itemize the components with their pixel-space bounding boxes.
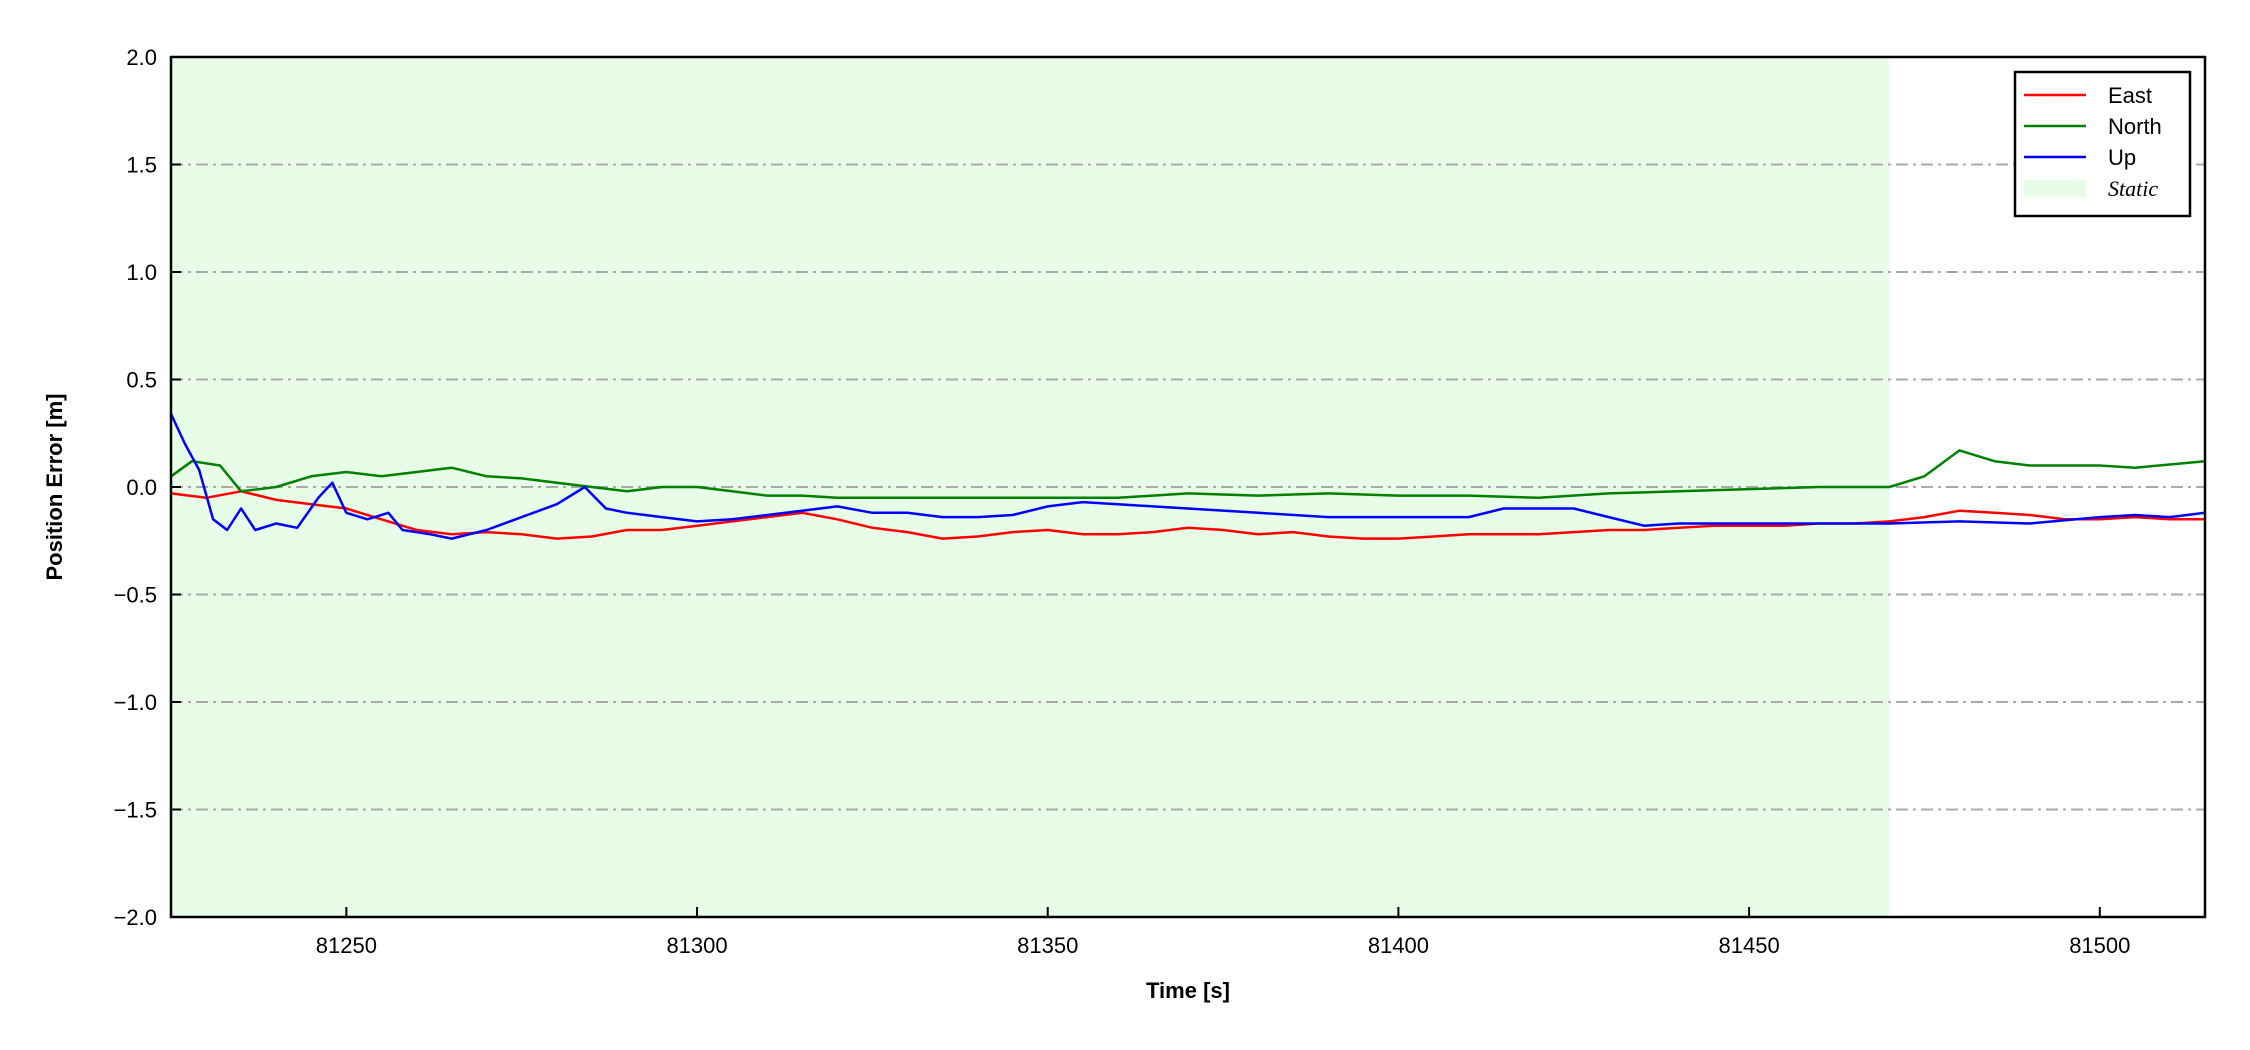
x-tick-label: 81400 [1368,933,1429,958]
legend-static-label: Static [2108,176,2158,201]
legend-east-label: East [2108,83,2152,108]
y-tick-label: −2.0 [114,905,157,930]
y-tick-label: 1.5 [126,153,157,178]
y-tick-label: −1.0 [114,690,157,715]
series-up-line [169,413,2206,540]
y-tick-label: −0.5 [114,583,157,608]
series-lines [169,413,2206,540]
legend-static-patch [2024,180,2086,197]
y-tick-label: 2.0 [126,45,157,70]
y-axis-label: Position Error [m] [42,393,67,580]
legend-north-label: North [2108,114,2162,139]
x-tick-label: 81250 [316,933,377,958]
x-tick-label: 81450 [1719,933,1780,958]
y-tick-label: 0.5 [126,368,157,393]
y-tick-label: 0.0 [126,475,157,500]
x-tick-label: 81500 [2069,933,2130,958]
legend-up-label: Up [2108,145,2136,170]
x-axis-label: Time [s] [1146,978,1230,1003]
series-north-line [170,449,2206,500]
y-tick-label: 1.0 [126,260,157,285]
y-tick-label: −1.5 [114,798,157,823]
ticks: 2.0 1.5 1.0 0.5 0.0 −0.5 −1.0 −1.5 −2.0 81250 8130… [114,45,2131,958]
legend: East North Up Static [2013,70,2192,218]
x-tick-label: 81350 [1017,933,1078,958]
x-tick-label: 81300 [666,933,727,958]
